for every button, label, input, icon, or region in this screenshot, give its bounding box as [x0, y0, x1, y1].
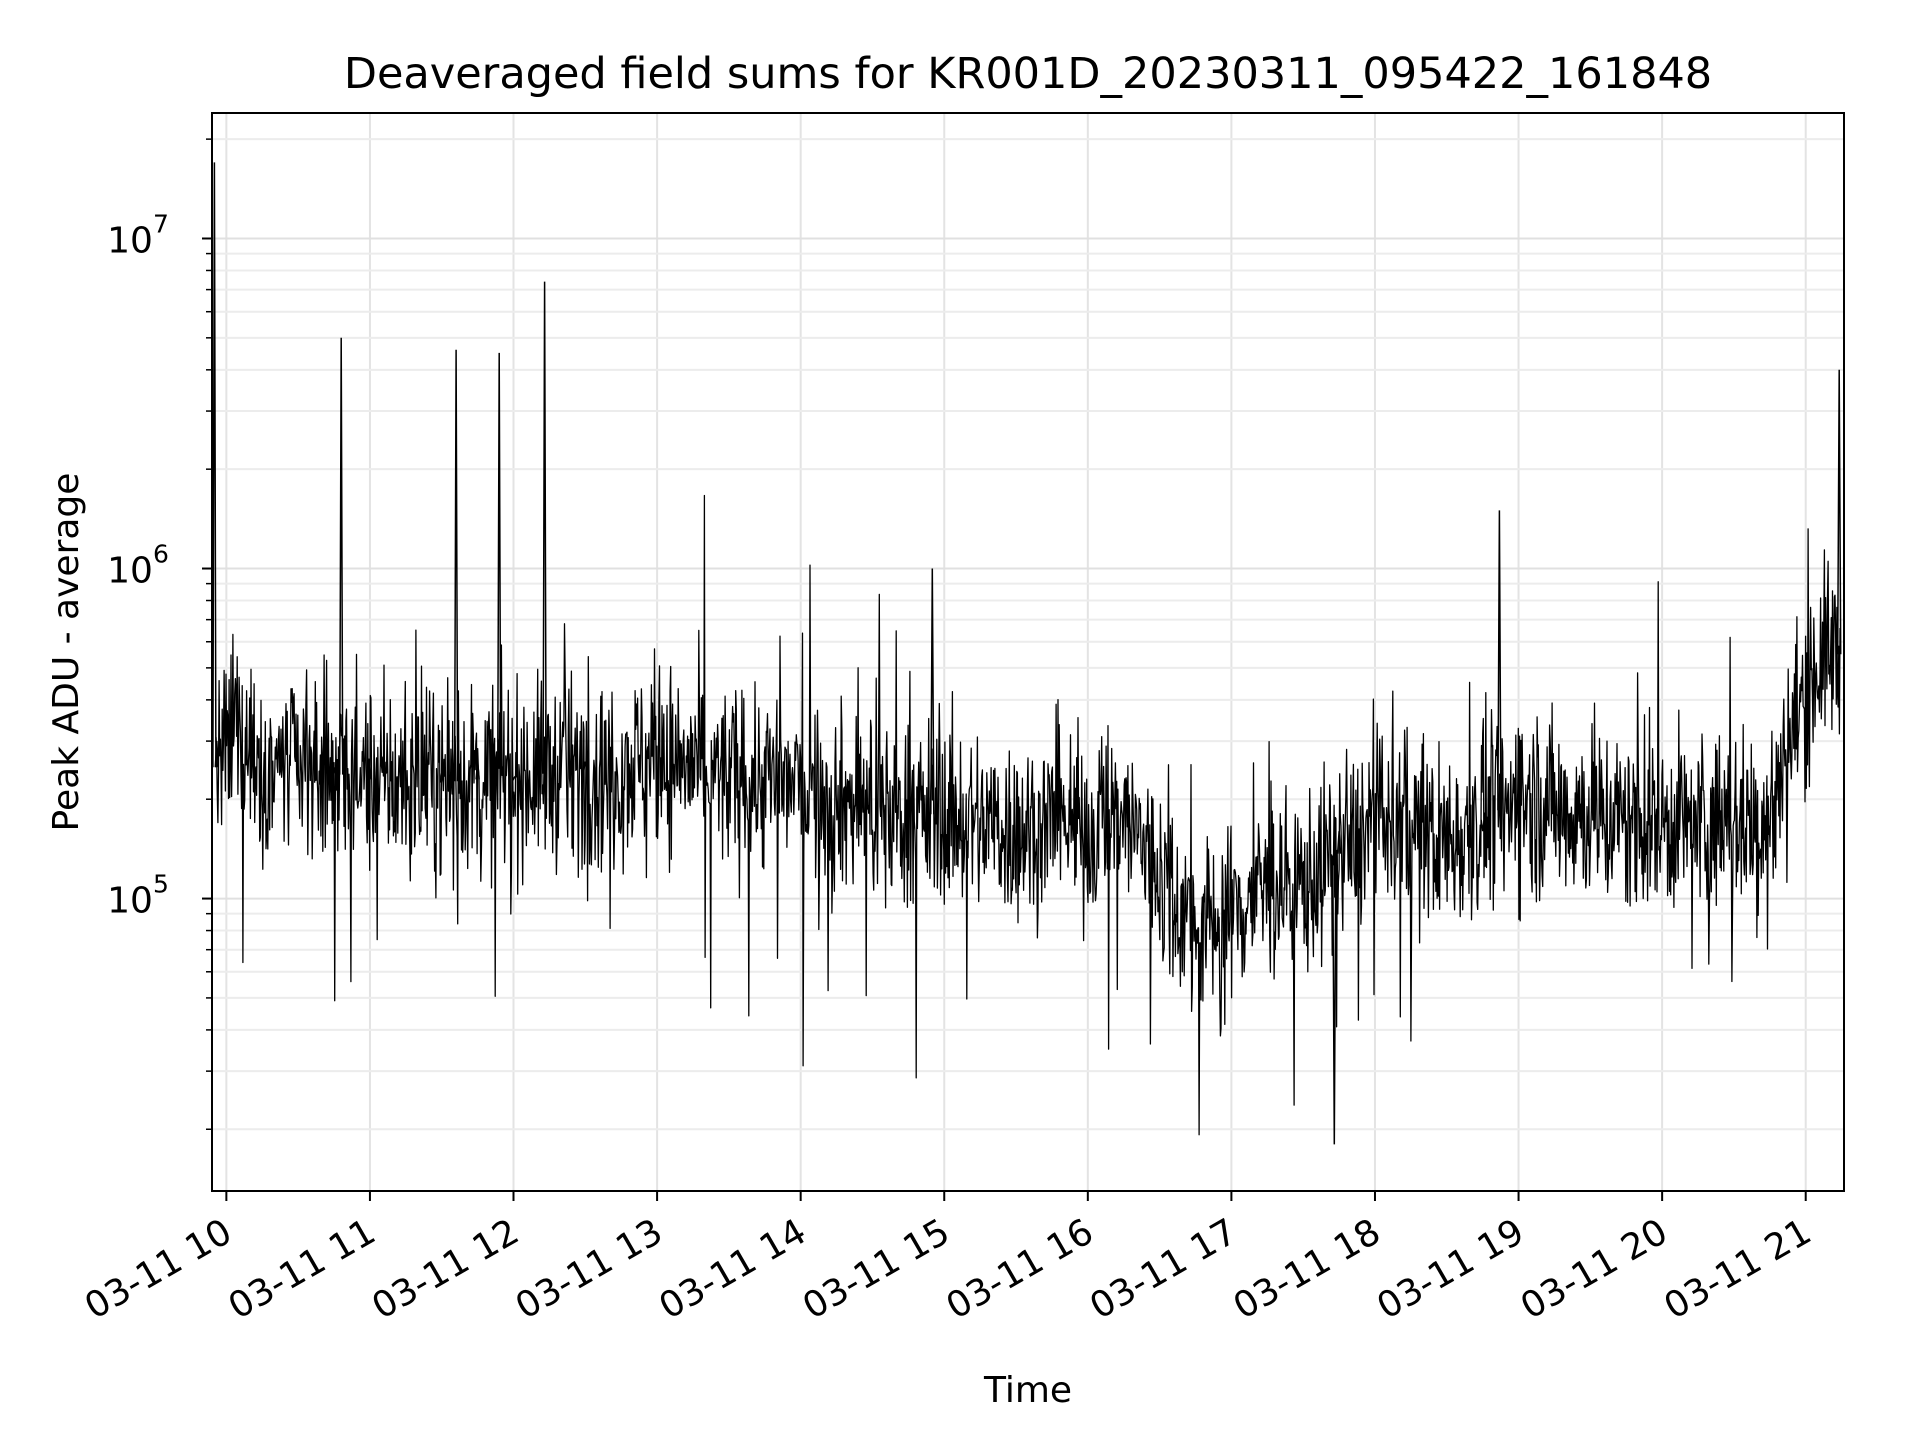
y-tick-label: 107: [107, 209, 169, 261]
data-point-spike: [1497, 510, 1502, 811]
x-tick-label: 03-11 21: [1658, 1211, 1819, 1327]
y-ticks: 105 106 107: [107, 138, 212, 1131]
data-point-spike: [338, 337, 344, 775]
x-tick-label: 03-11 19: [1370, 1211, 1531, 1327]
y-tick-label: 105: [107, 870, 169, 922]
x-tick-label: 03-11 11: [222, 1211, 383, 1327]
data-point-spike: [367, 767, 373, 780]
data-point-spike: [453, 349, 459, 782]
x-tick-label: 03-11 16: [940, 1211, 1101, 1327]
x-tick-label: 03-11 18: [1227, 1211, 1388, 1327]
data-point-spike: [1336, 831, 1342, 854]
data-point-spike: [475, 761, 480, 780]
y-axis-label: Peak ADU - average: [46, 473, 87, 832]
x-tick-label: 03-11 10: [78, 1211, 239, 1327]
series-group: [212, 162, 1842, 1145]
data-point-spike: [214, 741, 220, 768]
chart-title: Deaveraged field sums for KR001D_2023031…: [344, 49, 1712, 99]
data-point-spike: [1836, 369, 1842, 655]
data-point-spike: [1480, 819, 1485, 832]
data-point-spike: [930, 568, 935, 815]
data-point-spike: [331, 767, 337, 774]
data-point-spike: [1332, 857, 1337, 1145]
plot-frame: [211, 112, 1845, 1192]
grid: [212, 113, 1844, 1191]
x-tick-label: 03-11 13: [509, 1211, 670, 1327]
data-point-spike: [439, 772, 444, 783]
data-point-spike: [542, 281, 547, 774]
series-line: [215, 494, 1841, 1136]
x-tick-label: 03-11 15: [796, 1211, 957, 1327]
data-point-spike: [496, 352, 502, 778]
x-tick-label: 03-11 12: [365, 1211, 526, 1327]
x-tick-label: 03-11 14: [652, 1211, 813, 1327]
y-tick-label: 106: [107, 540, 169, 592]
data-point-spike: [212, 162, 217, 768]
x-axis-label: Time: [983, 1370, 1072, 1411]
x-tick-label: 03-11 17: [1083, 1211, 1244, 1327]
x-tick-label: 03-11 20: [1514, 1211, 1675, 1327]
data-point-spike: [583, 761, 588, 771]
data-point-spike: [511, 776, 516, 781]
